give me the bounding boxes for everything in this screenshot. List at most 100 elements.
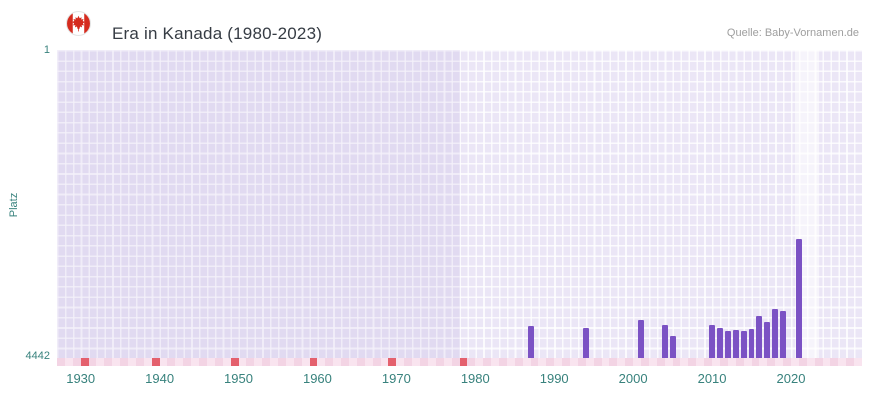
year-cell [175, 358, 184, 366]
year-cell [262, 358, 271, 366]
year-cell [854, 358, 863, 366]
year-cell [412, 358, 421, 366]
bar-2017[interactable] [764, 321, 771, 358]
year-cell-missing-1939 [151, 358, 161, 366]
bar-2019[interactable] [780, 311, 787, 358]
year-cell [183, 358, 192, 366]
canada-flag-icon [66, 10, 91, 36]
year-cell [104, 358, 113, 366]
year-cell [680, 358, 689, 366]
y-tick-max: 1 [43, 44, 50, 56]
year-cell-missing-1969 [388, 358, 397, 366]
bar-1987[interactable] [527, 325, 534, 358]
x-tick-label-1950: 1950 [224, 371, 253, 386]
year-cell [514, 358, 524, 366]
year-cell [767, 358, 776, 366]
year-cell [601, 358, 610, 366]
year-cell [506, 358, 516, 366]
y-tick-min: 4442 [25, 350, 50, 362]
bar-2018[interactable] [772, 308, 779, 358]
year-cell [830, 358, 839, 366]
year-cell [277, 358, 287, 366]
bar-2012[interactable] [724, 330, 731, 358]
year-cell [775, 358, 784, 366]
year-cell [822, 358, 831, 366]
year-cell [364, 358, 374, 366]
x-tick-label-1990: 1990 [539, 371, 569, 386]
bar-2016[interactable] [756, 316, 763, 358]
year-cell [427, 358, 437, 366]
bar-2015[interactable] [748, 328, 755, 358]
year-cell [538, 358, 547, 366]
year-cell [317, 358, 326, 366]
year-cell [554, 358, 563, 366]
x-tick-label-1930: 1930 [66, 371, 96, 386]
year-cell [112, 358, 121, 366]
year-cell [120, 358, 129, 366]
bar-2004[interactable] [661, 325, 668, 358]
year-cell [159, 358, 168, 366]
plot-area [57, 50, 863, 366]
year-cell [664, 358, 674, 366]
year-cell [688, 358, 697, 366]
year-cell [246, 358, 255, 366]
year-cell [404, 358, 413, 366]
year-cell [633, 358, 642, 366]
year-cell [656, 358, 666, 366]
year-cell [577, 358, 587, 366]
year-cell [562, 358, 571, 366]
year-cell [712, 358, 721, 366]
bar-1994[interactable] [582, 328, 589, 358]
year-cell [72, 358, 82, 366]
year-cell [57, 358, 66, 366]
year-cell [238, 358, 247, 366]
year-cell [443, 358, 453, 366]
year-cell [372, 358, 382, 366]
year-cell-missing-1978 [459, 358, 468, 366]
bar-2005[interactable] [669, 336, 676, 358]
year-cell [301, 358, 311, 366]
x-tick-label-1940: 1940 [145, 371, 175, 386]
year-cell [672, 358, 681, 366]
bar-2001[interactable] [638, 320, 644, 358]
year-cell [530, 358, 539, 366]
year-cell [743, 358, 752, 366]
year-cell [214, 358, 224, 366]
bar-2014[interactable] [740, 330, 747, 358]
year-cell [135, 358, 145, 366]
year-cell [617, 358, 626, 366]
year-cell [546, 358, 555, 366]
plot-grid [57, 50, 862, 358]
year-cell [704, 358, 713, 366]
year-cell [696, 358, 705, 366]
year-cell-missing-1949 [230, 358, 240, 366]
year-cell [451, 358, 460, 366]
year-cell [222, 358, 232, 366]
year-cell [341, 358, 350, 366]
year-cell [396, 358, 405, 366]
year-cell [593, 358, 603, 366]
year-cell [814, 358, 824, 366]
year-cell [806, 358, 816, 366]
year-cell [435, 358, 445, 366]
bar-2011[interactable] [716, 328, 723, 358]
year-cell [293, 358, 303, 366]
bars-layer [57, 50, 862, 358]
year-cell [790, 358, 800, 366]
year-cell [522, 358, 532, 366]
year-cell [96, 358, 105, 366]
x-tick-label-2010: 2010 [697, 371, 727, 386]
bar-2021[interactable] [795, 238, 802, 358]
year-cell [199, 358, 208, 366]
year-cell [483, 358, 492, 366]
bar-2013[interactable] [732, 330, 739, 358]
year-cell [625, 358, 634, 366]
year-cell [356, 358, 366, 366]
year-cell [727, 358, 737, 366]
year-cell [798, 358, 808, 366]
source-credit: Quelle: Baby-Vornamen.de [726, 27, 859, 39]
year-cell [735, 358, 745, 366]
year-cell [759, 358, 768, 366]
bar-2010[interactable] [709, 325, 716, 358]
